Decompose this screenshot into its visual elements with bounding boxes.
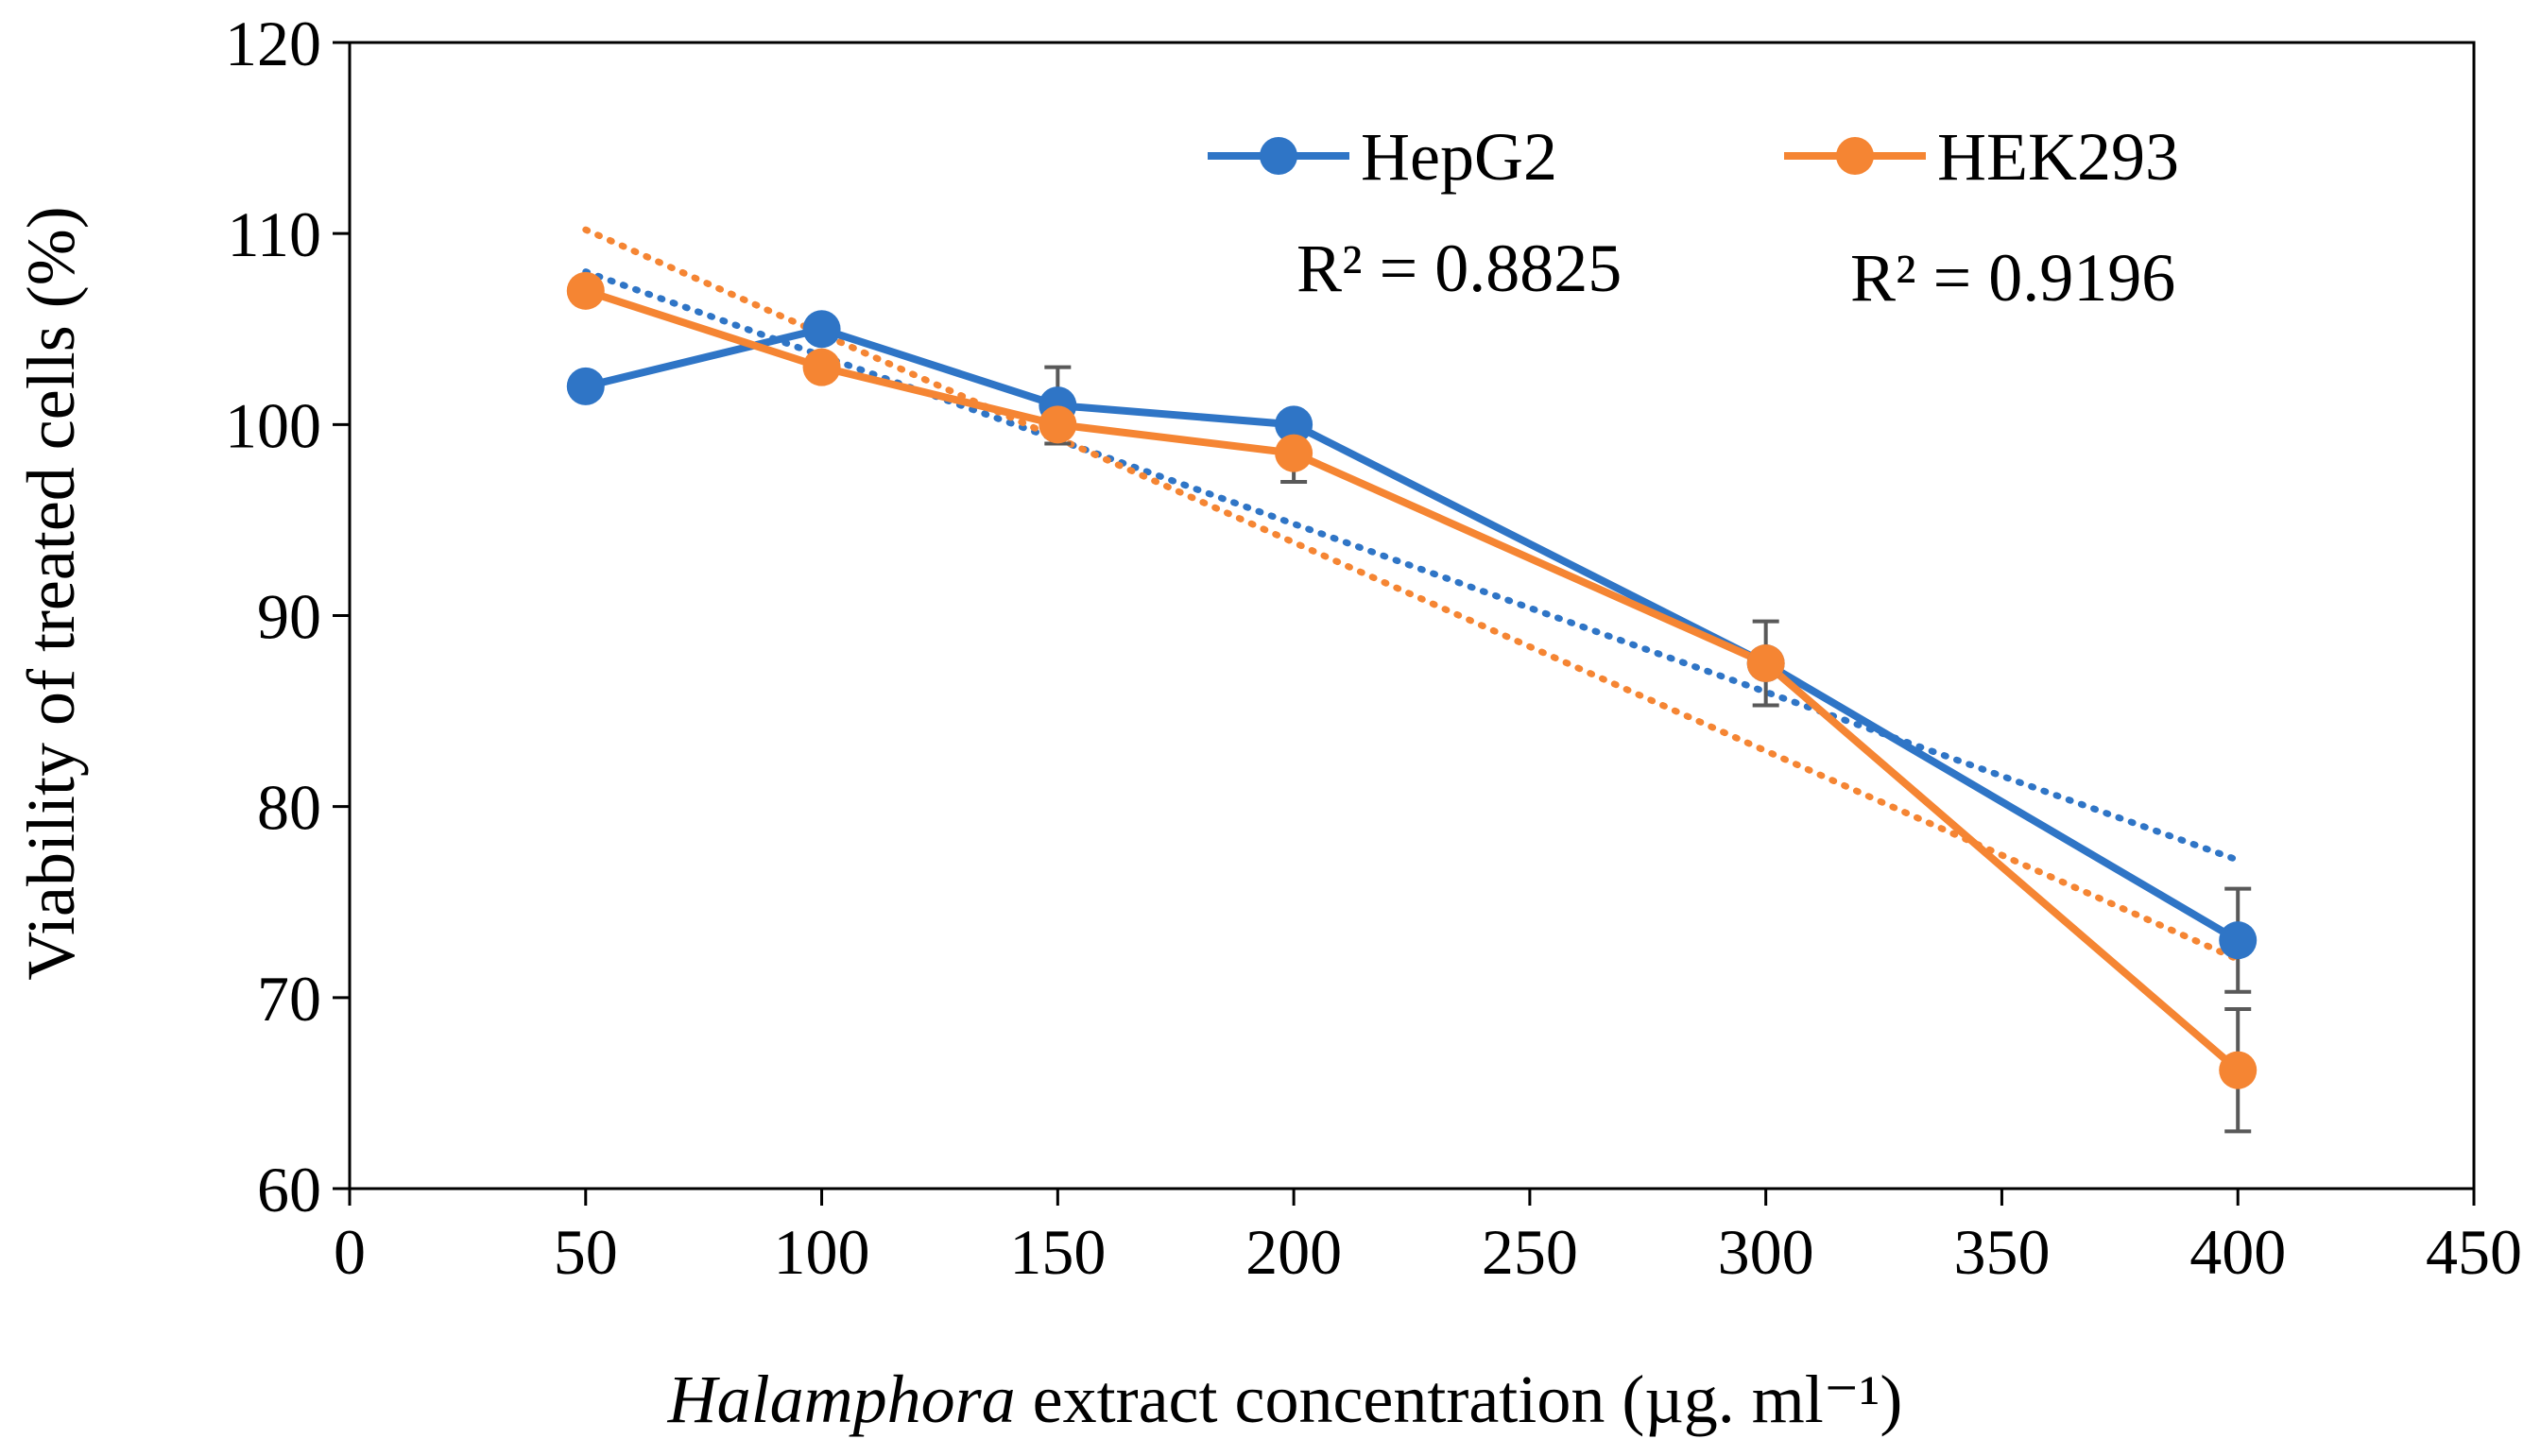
plot-area-border: [348, 41, 2476, 1190]
y-tick-label: 110: [228, 198, 321, 270]
series-line-hek293: [584, 287, 2241, 1073]
legend-label-hepg2: HepG2: [1361, 119, 1557, 195]
x-tick-label: 350: [1953, 1216, 2050, 1288]
data-point-hepg2: [2219, 921, 2258, 960]
data-point-hepg2: [566, 367, 605, 405]
x-tick-label: 0: [334, 1216, 366, 1288]
markers: [566, 271, 2258, 1089]
data-point-hek293: [802, 348, 841, 386]
x-tick-label: 450: [2426, 1216, 2522, 1288]
data-point-hek293: [1275, 434, 1313, 472]
x-axis-title-italic: Halamphora: [667, 1362, 1016, 1437]
x-tick-label: 300: [1718, 1216, 1814, 1288]
legend-marker-hepg2: [1260, 137, 1297, 175]
y-tick-label: 120: [225, 8, 321, 79]
x-axis-title-rest: extract concentration (µg. ml⁻¹): [1016, 1362, 1903, 1437]
x-tick-label: 200: [1245, 1216, 1342, 1288]
x-tick-label: 100: [774, 1216, 870, 1288]
y-tick-label: 70: [257, 963, 321, 1035]
y-axis-title: Viability of treated cells (%): [13, 206, 89, 980]
error-bars: [1044, 365, 2252, 1134]
x-axis-title: Halamphora extract concentration (µg. ml…: [667, 1362, 1903, 1437]
y-tick-label: 80: [257, 772, 321, 844]
data-point-hek293: [2219, 1051, 2258, 1089]
x-tick-label: 50: [554, 1216, 618, 1288]
axes: 0 50 100 150 200 250 300 350 400 450 60 70 80 90 100 11…: [225, 8, 2522, 1288]
data-point-hek293: [1746, 644, 1785, 683]
legend-marker-hek293: [1836, 137, 1874, 175]
y-tick-label: 90: [257, 581, 321, 653]
legend-label-hek293: HEK293: [1937, 119, 2179, 195]
series-line-hepg2: [584, 325, 2241, 944]
data-point-hek293: [566, 271, 605, 310]
y-tick-label: 100: [225, 389, 321, 461]
series-lines: [584, 287, 2241, 1073]
x-tick-label: 400: [2189, 1216, 2286, 1288]
y-tick-label: 60: [257, 1154, 321, 1225]
x-tick-label: 250: [1482, 1216, 1578, 1288]
data-point-hepg2: [802, 310, 841, 349]
x-tick-label: 150: [1009, 1216, 1106, 1288]
data-point-hek293: [1039, 405, 1077, 444]
r2-label-hepg2: R² = 0.8825: [1296, 231, 1622, 306]
trendline-hepg2: [582, 268, 2241, 864]
data-point-hepg2: [1275, 405, 1313, 444]
r2-label-hek293: R² = 0.9196: [1850, 240, 2175, 316]
legend: HepG2 HEK293: [1208, 119, 2179, 195]
